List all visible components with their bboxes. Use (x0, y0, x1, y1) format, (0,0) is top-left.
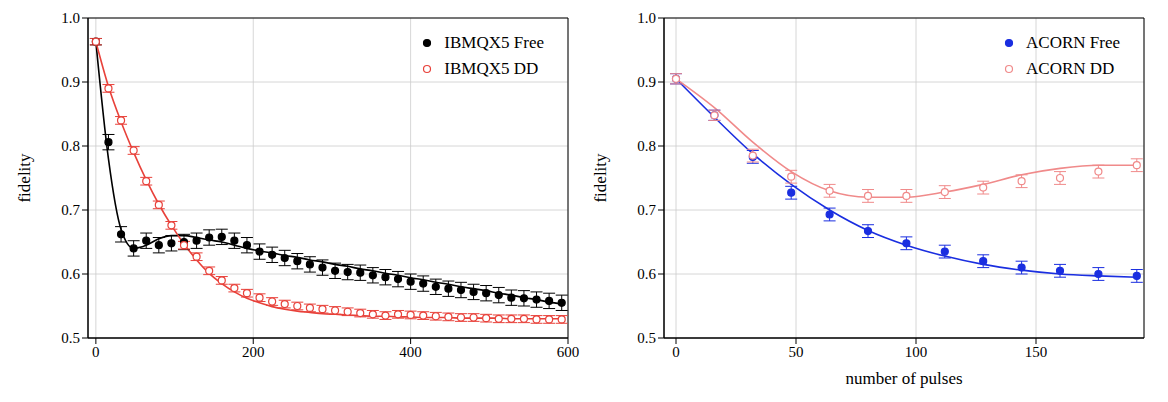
html-text:IBMQX5 Free: IBMQX5 Free (444, 33, 544, 52)
svg-text:0.6: 0.6 (637, 266, 656, 282)
svg-text:fidelity: fidelity (15, 153, 34, 203)
svg-text:0.5: 0.5 (637, 330, 656, 346)
svg-text:0.7: 0.7 (61, 202, 80, 218)
html-text:ACORN DD: ACORN DD (1026, 59, 1115, 78)
svg-text:0.6: 0.6 (61, 266, 80, 282)
svg-text:100: 100 (905, 344, 928, 360)
svg-text:0.8: 0.8 (61, 138, 80, 154)
svg-text:0: 0 (92, 344, 100, 360)
svg-text:fidelity: fidelity (591, 153, 610, 203)
svg-text:0.9: 0.9 (61, 74, 80, 90)
svg-text:600: 600 (557, 344, 580, 360)
html-text:IBMQX5 DD: IBMQX5 DD (444, 59, 539, 78)
svg-text:0.8: 0.8 (637, 138, 656, 154)
svg-text:1.0: 1.0 (61, 10, 80, 26)
svg-text:1.0: 1.0 (637, 10, 656, 26)
svg-text:150: 150 (1025, 344, 1048, 360)
svg-text:0.9: 0.9 (637, 74, 656, 90)
svg-text:50: 50 (789, 344, 804, 360)
svg-text:number of pulses: number of pulses (845, 369, 962, 388)
svg-text:200: 200 (242, 344, 265, 360)
html-text:ACORN Free: ACORN Free (1026, 33, 1120, 52)
svg-text:400: 400 (399, 344, 422, 360)
svg-text:0: 0 (672, 344, 680, 360)
svg-text:0.5: 0.5 (61, 330, 80, 346)
svg-text:0.7: 0.7 (637, 202, 656, 218)
